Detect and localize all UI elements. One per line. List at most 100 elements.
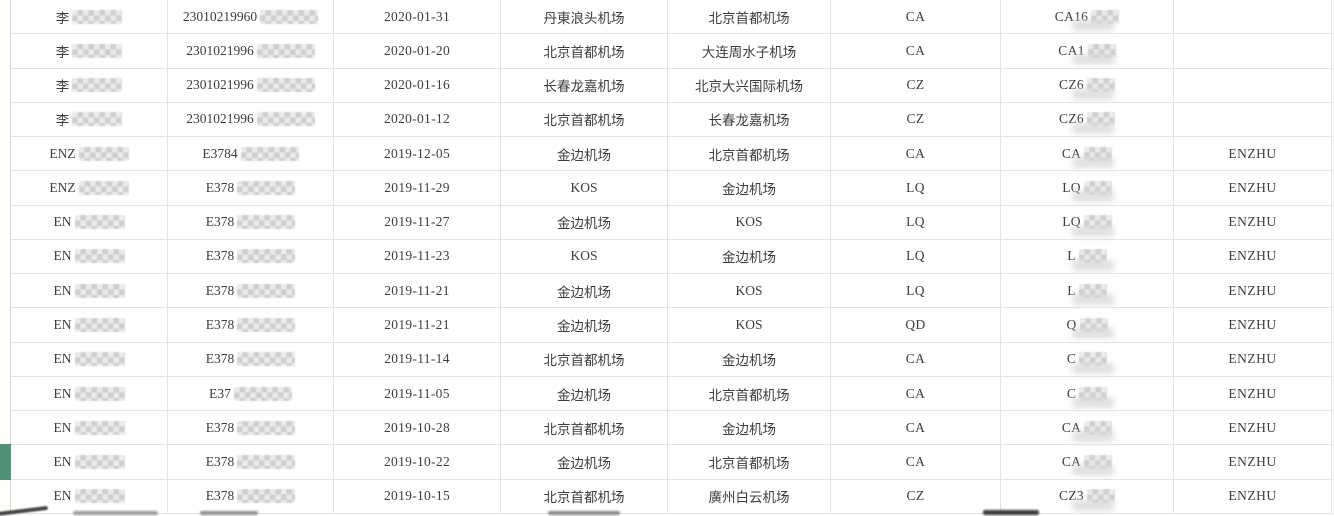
cell-id[interactable]: E378 [168, 308, 334, 342]
cell-departure-airport[interactable]: 金边机场 [501, 274, 668, 308]
cell-arrival-airport[interactable]: 长春龙嘉机场 [668, 102, 831, 137]
cell-agent-code[interactable] [1174, 34, 1332, 68]
cell-agent-code[interactable]: ENZHU [1174, 308, 1332, 342]
cell-airline-code[interactable]: CA [831, 445, 1001, 479]
cell-agent-code[interactable]: ENZHU [1174, 376, 1332, 411]
cell-flight-number[interactable]: CA [1001, 137, 1174, 171]
cell-arrival-airport[interactable]: 北京首都机场 [668, 376, 831, 411]
cell-arrival-airport[interactable]: 金边机场 [668, 239, 831, 274]
cell-arrival-airport[interactable]: 大连周水子机场 [668, 34, 831, 68]
cell-name[interactable]: EN [11, 445, 168, 479]
cell-flight-number[interactable]: LQ [1001, 171, 1174, 205]
cell-flight-number[interactable]: CZ6 [1001, 68, 1174, 102]
cell-date[interactable]: 2019-10-28 [334, 411, 501, 445]
cell-airline-code[interactable]: LQ [831, 171, 1001, 205]
cell-name[interactable]: ENZ [11, 171, 168, 205]
cell-airline-code[interactable]: CA [831, 342, 1001, 376]
cell-name[interactable]: EN [11, 308, 168, 342]
cell-agent-code[interactable] [1174, 0, 1332, 34]
cell-airline-code[interactable]: CZ [831, 479, 1001, 513]
cell-agent-code[interactable]: ENZHU [1174, 445, 1332, 479]
cell-flight-number[interactable]: CZ3 [1001, 479, 1174, 513]
cell-agent-code[interactable]: ENZHU [1174, 274, 1332, 308]
cell-agent-code[interactable]: ENZHU [1174, 342, 1332, 376]
cell-arrival-airport[interactable]: 金边机场 [668, 342, 831, 376]
cell-date[interactable]: 2019-11-21 [334, 308, 501, 342]
cell-flight-number[interactable]: CA [1001, 445, 1174, 479]
cell-arrival-airport[interactable]: 廣州白云机场 [668, 479, 831, 513]
cell-agent-code[interactable]: ENZHU [1174, 479, 1332, 513]
cell-arrival-airport[interactable]: 北京大兴国际机场 [668, 68, 831, 102]
cell-name[interactable]: EN [11, 342, 168, 376]
cell-arrival-airport[interactable]: KOS [668, 274, 831, 308]
cell-arrival-airport[interactable]: 北京首都机场 [668, 0, 831, 34]
cell-flight-number[interactable]: L [1001, 274, 1174, 308]
cell-airline-code[interactable]: CA [831, 137, 1001, 171]
cell-agent-code[interactable]: ENZHU [1174, 239, 1332, 274]
cell-name[interactable]: EN [11, 376, 168, 411]
cell-name[interactable]: 李 [11, 0, 168, 34]
cell-agent-code[interactable]: ENZHU [1174, 205, 1332, 239]
cell-name[interactable]: EN [11, 411, 168, 445]
cell-name[interactable]: 李 [11, 68, 168, 102]
cell-id[interactable]: E3784 [168, 137, 334, 171]
cell-flight-number[interactable]: CA [1001, 411, 1174, 445]
cell-airline-code[interactable]: CA [831, 0, 1001, 34]
cell-date[interactable]: 2019-10-22 [334, 445, 501, 479]
cell-airline-code[interactable]: CA [831, 34, 1001, 68]
cell-date[interactable]: 2019-11-21 [334, 274, 501, 308]
cell-airline-code[interactable]: LQ [831, 274, 1001, 308]
cell-agent-code[interactable] [1174, 102, 1332, 137]
cell-id[interactable]: E378 [168, 479, 334, 513]
cell-departure-airport[interactable]: 金边机场 [501, 376, 668, 411]
cell-id[interactable]: E378 [168, 205, 334, 239]
cell-date[interactable]: 2019-10-15 [334, 479, 501, 513]
cell-date[interactable]: 2020-01-20 [334, 34, 501, 68]
cell-departure-airport[interactable]: 北京首都机场 [501, 34, 668, 68]
cell-id[interactable]: E378 [168, 239, 334, 274]
cell-airline-code[interactable]: CA [831, 376, 1001, 411]
cell-id[interactable]: E378 [168, 171, 334, 205]
cell-airline-code[interactable]: LQ [831, 239, 1001, 274]
cell-arrival-airport[interactable]: 金边机场 [668, 171, 831, 205]
cell-flight-number[interactable]: CA16 [1001, 0, 1174, 34]
cell-airline-code[interactable]: CZ [831, 68, 1001, 102]
cell-date[interactable]: 2019-11-14 [334, 342, 501, 376]
cell-id[interactable]: 2301021996 [168, 34, 334, 68]
cell-name[interactable]: EN [11, 239, 168, 274]
cell-flight-number[interactable]: C [1001, 376, 1174, 411]
cell-id[interactable]: E378 [168, 274, 334, 308]
cell-departure-airport[interactable]: KOS [501, 171, 668, 205]
cell-arrival-airport[interactable]: 北京首都机场 [668, 445, 831, 479]
cell-name[interactable]: EN [11, 274, 168, 308]
cell-id[interactable]: E378 [168, 411, 334, 445]
cell-date[interactable]: 2019-11-23 [334, 239, 501, 274]
cell-departure-airport[interactable]: 北京首都机场 [501, 342, 668, 376]
cell-agent-code[interactable]: ENZHU [1174, 137, 1332, 171]
cell-date[interactable]: 2019-12-05 [334, 137, 501, 171]
cell-date[interactable]: 2020-01-31 [334, 0, 501, 34]
cell-name[interactable]: EN [11, 479, 168, 513]
cell-agent-code[interactable]: ENZHU [1174, 411, 1332, 445]
cell-departure-airport[interactable]: 丹東浪头机场 [501, 0, 668, 34]
cell-arrival-airport[interactable]: 金边机场 [668, 411, 831, 445]
cell-departure-airport[interactable]: 金边机场 [501, 308, 668, 342]
cell-id[interactable]: 2301021996 [168, 102, 334, 137]
cell-departure-airport[interactable]: 金边机场 [501, 137, 668, 171]
cell-id[interactable]: 23010219960 [168, 0, 334, 34]
cell-flight-number[interactable]: CA1 [1001, 34, 1174, 68]
cell-id[interactable]: E37 [168, 376, 334, 411]
cell-airline-code[interactable]: LQ [831, 205, 1001, 239]
cell-arrival-airport[interactable]: KOS [668, 308, 831, 342]
cell-departure-airport[interactable]: 北京首都机场 [501, 102, 668, 137]
cell-date[interactable]: 2020-01-12 [334, 102, 501, 137]
cell-name[interactable]: EN [11, 205, 168, 239]
cell-arrival-airport[interactable]: 北京首都机场 [668, 137, 831, 171]
cell-id[interactable]: 2301021996 [168, 68, 334, 102]
cell-flight-number[interactable]: L [1001, 239, 1174, 274]
cell-name[interactable]: 李 [11, 34, 168, 68]
cell-date[interactable]: 2019-11-27 [334, 205, 501, 239]
cell-departure-airport[interactable]: 北京首都机场 [501, 479, 668, 513]
cell-agent-code[interactable]: ENZHU [1174, 171, 1332, 205]
cell-id[interactable]: E378 [168, 445, 334, 479]
